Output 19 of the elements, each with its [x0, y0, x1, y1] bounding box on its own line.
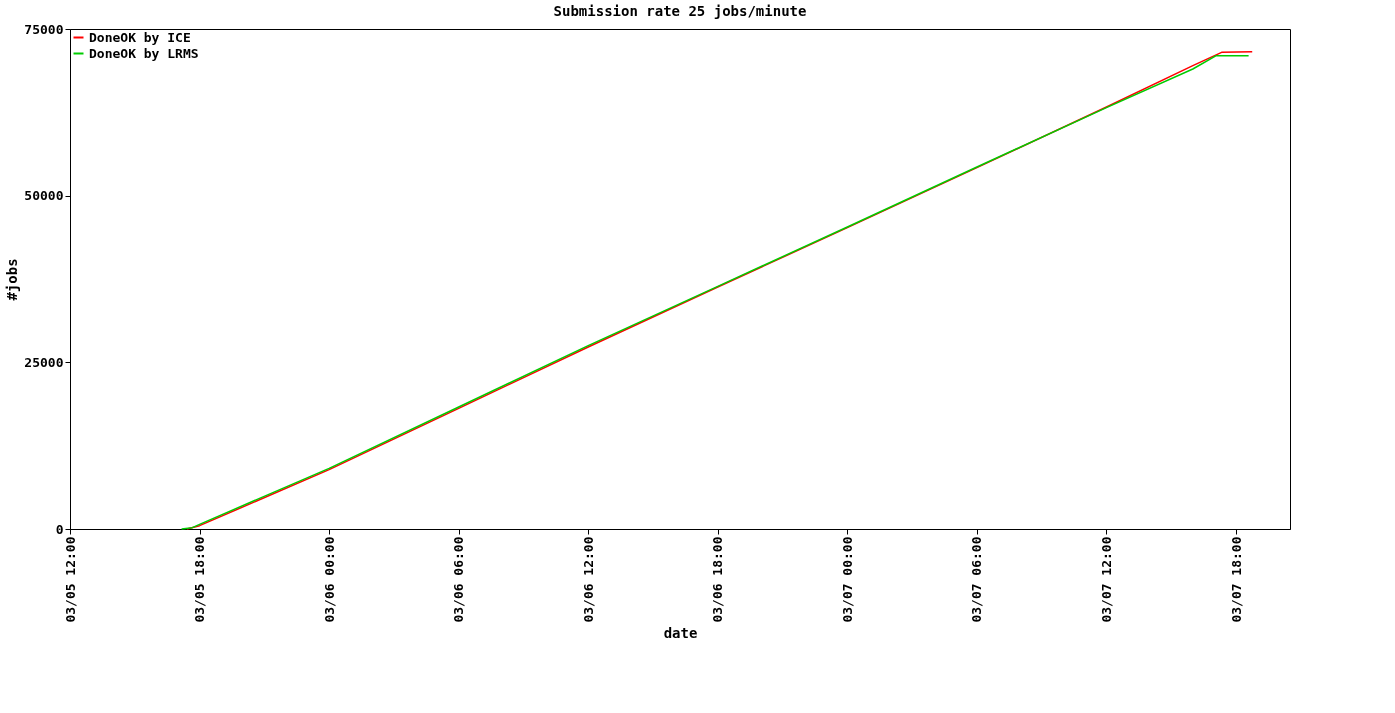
- y-tick-label: 25000: [24, 354, 64, 370]
- legend-label: DoneOK by ICE: [89, 29, 191, 45]
- x-axis-title: date: [663, 624, 698, 641]
- x-tick-label: 03/06 18:00: [710, 536, 726, 623]
- legend-label: DoneOK by LRMS: [89, 45, 199, 61]
- y-axis-title: #jobs: [4, 258, 21, 301]
- x-tick-label: 03/07 18:00: [1228, 536, 1244, 623]
- x-tick-label: 03/06 12:00: [580, 536, 596, 623]
- chart-title: Submission rate 25 jobs/minute: [553, 3, 807, 19]
- x-tick-label: 03/07 12:00: [1098, 536, 1114, 623]
- x-tick-label: 03/07 00:00: [839, 536, 855, 623]
- y-tick-label: 50000: [24, 188, 64, 204]
- x-tick-label: 03/06 00:00: [321, 536, 337, 623]
- y-tick-label: 75000: [24, 21, 64, 37]
- x-tick-label: 03/05 12:00: [62, 536, 78, 623]
- x-tick-label: 03/06 06:00: [451, 536, 467, 623]
- x-tick-label: 03/05 18:00: [192, 536, 208, 623]
- x-tick-label: 03/07 06:00: [969, 536, 985, 623]
- y-tick-label: 0: [55, 521, 64, 537]
